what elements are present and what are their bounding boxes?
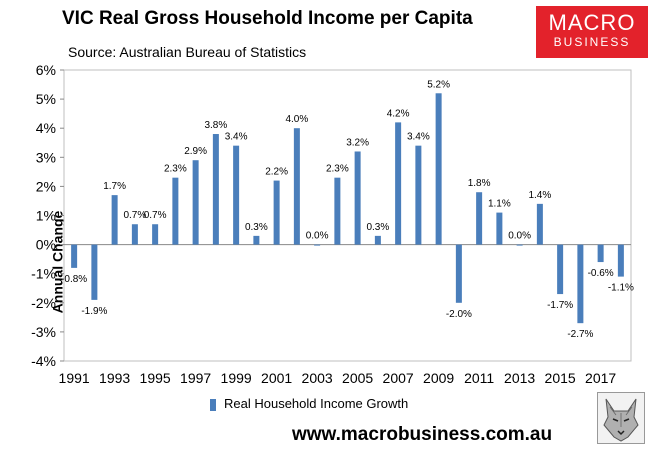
legend-label: Real Household Income Growth [224, 396, 409, 411]
legend-swatch [210, 398, 216, 411]
y-tick-label: -1% [31, 266, 56, 282]
x-tick-label: 2001 [261, 370, 292, 386]
y-tick-label: 2% [36, 178, 56, 194]
bar-2012 [496, 212, 503, 245]
y-tick-label: -2% [31, 295, 56, 311]
bar-1993 [111, 195, 118, 245]
bar-1992 [91, 244, 98, 300]
plot-area [63, 69, 632, 362]
y-tick-label: 5% [36, 91, 56, 107]
bars [71, 93, 624, 324]
chart-subtitle: Source: Australian Bureau of Statistics [68, 44, 307, 60]
bar-label-1995: 0.7% [144, 210, 167, 221]
y-axis: -4% -3% -2% -1% 0% 1% 2% 3% 4% 5% 6% [31, 62, 631, 369]
bar-2004 [334, 177, 341, 245]
x-tick-label: 2015 [545, 370, 576, 386]
y-tick-label: 4% [36, 120, 56, 136]
bar-1994 [131, 224, 138, 245]
bar-label-2014: 1.4% [528, 190, 551, 201]
bar-label-2009: 5.2% [427, 79, 450, 90]
bar-label-1998: 3.8% [204, 120, 227, 131]
bar-label-2011: 1.8% [468, 178, 491, 189]
x-tick-label: 2011 [464, 370, 494, 386]
bar-2014 [536, 203, 543, 245]
bar-2008 [415, 145, 422, 245]
bar-label-2000: 0.3% [245, 222, 268, 233]
wolf-logo-icon [597, 392, 645, 444]
bar-2001 [273, 180, 280, 245]
bar-label-2013: 0.0% [508, 231, 531, 242]
y-tick-label: -4% [31, 353, 56, 369]
bar-2018 [617, 244, 624, 277]
bar-2016 [577, 244, 584, 324]
bar-2015 [557, 244, 564, 295]
bar-2010 [455, 244, 462, 303]
bar-2009 [435, 93, 442, 245]
bar-2017 [597, 244, 604, 263]
bar-label-2015: -1.7% [547, 300, 573, 311]
x-tick-label: 2009 [423, 370, 454, 386]
y-tick-label: 6% [36, 62, 56, 78]
bar-2002 [293, 128, 300, 245]
x-tick-label: 1999 [221, 370, 252, 386]
bar-label-2008: 3.4% [407, 132, 430, 143]
logo-line-1: MACRO [548, 10, 636, 35]
bar-2000 [253, 235, 260, 245]
bar-label-2002: 4.0% [285, 114, 308, 125]
x-tick-label: 2007 [383, 370, 414, 386]
bar-label-2006: 0.3% [366, 222, 389, 233]
chart-title: VIC Real Gross Household Income per Capi… [62, 8, 473, 29]
bar-2006 [374, 235, 381, 245]
bar-label-1993: 1.7% [103, 181, 126, 192]
bar-label-2003: 0.0% [306, 231, 329, 242]
bar-label-1997: 2.9% [184, 146, 207, 157]
macrobusiness-logo: MACRO BUSINESS [536, 6, 648, 58]
bar-1991 [71, 244, 78, 268]
bar-label-1994: 0.7% [123, 210, 146, 221]
bar-2013 [516, 244, 523, 246]
bar-label-2016: -2.7% [567, 329, 593, 340]
bar-2003 [314, 244, 321, 246]
x-tick-label: 1991 [59, 370, 90, 386]
y-tick-label: 0% [36, 237, 56, 253]
bar-1997 [192, 160, 199, 245]
y-tick-label: -3% [31, 324, 56, 340]
x-tick-label: 2003 [302, 370, 333, 386]
x-tick-label: 1997 [180, 370, 211, 386]
bar-2007 [395, 122, 402, 245]
y-tick-label: 1% [36, 208, 56, 224]
logo-line-2: BUSINESS [553, 35, 631, 49]
bar-label-2017: -0.6% [588, 268, 614, 279]
bar-1999 [233, 145, 240, 245]
x-tick-label: 2017 [585, 370, 616, 386]
bar-label-1992: -1.9% [81, 306, 107, 317]
bar-label-2005: 3.2% [346, 137, 369, 148]
bar-label-1996: 2.3% [164, 164, 187, 175]
bar-2005 [354, 151, 361, 245]
x-tick-label: 2013 [504, 370, 535, 386]
bar-label-2012: 1.1% [488, 199, 511, 210]
bar-label-2004: 2.3% [326, 164, 349, 175]
x-tick-label: 1993 [99, 370, 130, 386]
bar-label-2001: 2.2% [265, 167, 288, 178]
website-url: www.macrobusiness.com.au [292, 424, 553, 445]
legend: Real Household Income Growth [210, 396, 408, 411]
bar-label-2018: -1.1% [608, 283, 634, 294]
bar-label-1991: -0.8% [61, 274, 87, 285]
x-tick-label: 1995 [140, 370, 171, 386]
bar-2011 [476, 192, 483, 245]
bar-label-2007: 4.2% [387, 108, 410, 119]
x-tick-label: 2005 [342, 370, 373, 386]
bar-label-2010: -2.0% [446, 309, 472, 320]
bar-1995 [152, 224, 159, 245]
y-tick-label: 3% [36, 149, 56, 165]
bar-labels: -0.8%-1.9%1.7%0.7%0.7%2.3%2.9%3.8%3.4%0.… [61, 79, 634, 340]
bar-1998 [212, 134, 219, 245]
bar-label-1999: 3.4% [225, 132, 248, 143]
x-axis: 1991 1993 1995 1997 1999 2001 2003 2005 2007 2009… [59, 370, 617, 386]
bar-1996 [172, 177, 179, 245]
